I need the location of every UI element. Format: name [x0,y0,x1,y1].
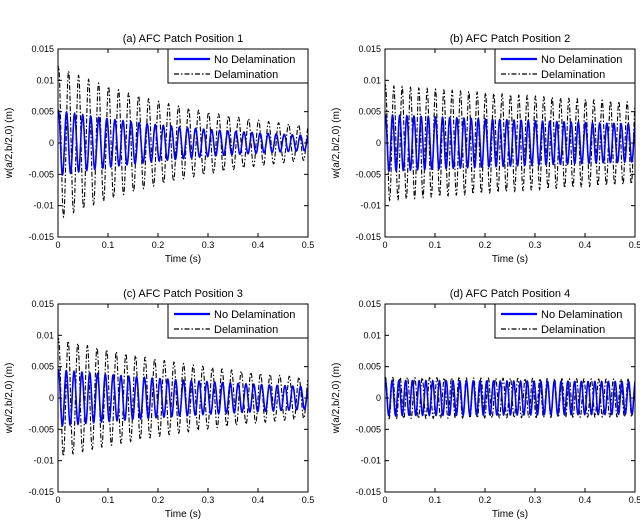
x-tick-label: 0.4 [579,240,592,250]
y-tick-label: 0.005 [31,362,54,372]
y-tick-label: 0.01 [36,330,54,340]
legend-label: Delamination [214,69,278,81]
series-group [58,65,308,219]
x-tick-label: 0.2 [152,240,165,250]
chart-title: (a) AFC Patch Position 1 [123,33,243,45]
series-line-delamination [385,84,635,202]
x-tick-label: 0.2 [152,495,165,505]
y-tick-label: -0.015 [355,487,381,497]
y-tick-label: -0.01 [33,456,54,466]
x-tick-label: 0.2 [479,495,492,505]
y-tick-label: -0.005 [355,424,381,434]
y-tick-label: 0.015 [358,44,381,54]
x-tick-label: 0.1 [429,240,442,250]
y-tick-label: -0.005 [28,424,54,434]
y-tick-label: 0.005 [358,362,381,372]
series-group [58,337,308,458]
y-tick-label: 0 [376,393,381,403]
legend-box [167,303,309,339]
series-line-no-delamination [58,109,308,177]
x-tick-label: 0.4 [252,495,265,505]
legend-label: No Delamination [541,309,622,321]
y-tick-label: 0.005 [31,107,54,117]
y-tick-label: -0.005 [28,169,54,179]
legend-box [167,48,309,84]
y-tick-label: -0.015 [28,487,54,497]
chart-panel-2: 0 0.1 0.2 0.3 0.4 0.5 -0.015 -0.01 -0.005 0 0.005 0… [331,33,640,265]
y-tick-label: -0.005 [355,169,381,179]
chart-panel-3: 0 0.1 0.2 0.3 0.4 0.5 -0.015 -0.01 -0.005 0 0.005 0… [4,288,314,520]
x-tick-label: 0 [382,240,387,250]
legend-label: Delamination [541,69,605,81]
series-group [385,376,635,420]
x-tick-label: 0.3 [529,240,542,250]
x-tick-label: 0.3 [202,240,215,250]
y-tick-label: -0.01 [33,201,54,211]
y-axis-label: w(a/2,b/2,0) (m) [331,108,342,180]
x-tick-label: 0.1 [102,495,115,505]
x-tick-label: 0 [382,495,387,505]
x-axis-label: Time (s) [492,509,528,520]
chart-title: (c) AFC Patch Position 3 [123,288,243,300]
y-tick-label: 0 [376,138,381,148]
legend: No Delamination Delamination [494,303,636,339]
legend-label: No Delamination [214,309,295,321]
chart-panel-1: 0 0.1 0.2 0.3 0.4 0.5 -0.015 -0.01 -0.005 0 0.005 0… [4,33,314,265]
legend-label: Delamination [541,324,605,336]
y-tick-label: -0.01 [360,456,381,466]
y-tick-label: 0 [49,393,54,403]
x-tick-label: 0.5 [302,495,315,505]
chart-title: (b) AFC Patch Position 2 [450,33,570,45]
y-tick-label: 0.01 [363,330,381,340]
x-tick-label: 0 [55,240,60,250]
chart-panel-4: 0 0.1 0.2 0.3 0.4 0.5 -0.015 -0.01 -0.005 0 0.005 0… [331,288,640,520]
chart-title: (d) AFC Patch Position 4 [450,288,570,300]
x-tick-label: 0.2 [479,240,492,250]
x-tick-label: 0.1 [429,495,442,505]
x-tick-label: 0.5 [629,495,640,505]
y-tick-label: -0.015 [355,232,381,242]
legend-label: No Delamination [214,54,295,66]
legend: No Delamination Delamination [167,303,309,339]
legend-box [494,303,636,339]
y-tick-label: 0.005 [358,107,381,117]
x-tick-label: 0.3 [202,495,215,505]
series-line-no-delamination [385,113,635,173]
legend-label: No Delamination [541,54,622,66]
y-axis-label: w(a/2,b/2,0) (m) [4,363,15,435]
y-tick-label: -0.01 [360,201,381,211]
legend-box [494,48,636,84]
y-tick-label: 0.015 [31,299,54,309]
legend: No Delamination Delamination [494,48,636,84]
x-tick-label: 0.4 [579,495,592,505]
x-axis-label: Time (s) [165,509,201,520]
series-group [385,84,635,202]
y-axis-label: w(a/2,b/2,0) (m) [331,363,342,435]
y-tick-label: 0.015 [31,44,54,54]
x-tick-label: 0.1 [102,240,115,250]
x-tick-label: 0.3 [529,495,542,505]
legend: No Delamination Delamination [167,48,309,84]
y-tick-label: 0 [49,138,54,148]
x-axis-label: Time (s) [165,254,201,265]
y-axis-label: w(a/2,b/2,0) (m) [4,108,15,180]
x-tick-label: 0.5 [629,240,640,250]
y-tick-label: 0.01 [36,75,54,85]
series-line-no-delamination [58,369,308,427]
x-axis-label: Time (s) [492,254,528,265]
y-tick-label: -0.015 [28,232,54,242]
x-tick-label: 0.4 [252,240,265,250]
series-line-no-delamination [385,379,635,417]
x-tick-label: 0.5 [302,240,315,250]
series-line-delamination [385,376,635,420]
y-tick-label: 0.01 [363,75,381,85]
legend-label: Delamination [214,324,278,336]
y-tick-label: 0.015 [358,299,381,309]
x-tick-label: 0 [55,495,60,505]
